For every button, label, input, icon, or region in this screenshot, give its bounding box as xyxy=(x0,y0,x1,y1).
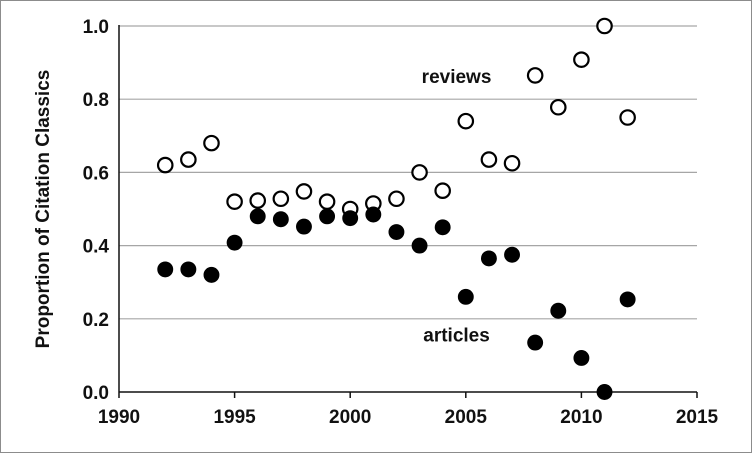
data-points xyxy=(156,17,636,400)
review-point-2006 xyxy=(480,151,498,168)
review-point-1994 xyxy=(203,134,220,152)
article-point-2012 xyxy=(619,291,636,308)
review-point-2004 xyxy=(434,182,451,199)
x-tick-label: 1990 xyxy=(98,407,140,428)
article-point-2006 xyxy=(480,250,497,267)
review-point-2011 xyxy=(596,17,613,35)
axes xyxy=(118,25,698,398)
review-point-1993 xyxy=(180,151,197,168)
annotation-articles: articles xyxy=(423,326,490,347)
review-point-1998 xyxy=(295,183,313,200)
article-point-1996 xyxy=(249,208,266,225)
article-point-2009 xyxy=(550,302,567,319)
x-tick-label: 2005 xyxy=(445,407,488,428)
review-point-2012 xyxy=(619,109,636,126)
y-tick-label: 0.6 xyxy=(83,163,109,184)
review-point-2003 xyxy=(411,164,428,181)
x-tick-label: 2015 xyxy=(676,407,719,428)
review-point-1992 xyxy=(156,156,174,174)
review-point-1999 xyxy=(318,193,336,210)
article-point-1999 xyxy=(319,208,336,225)
tick-labels: 0.0 0.2 0.4 0.6 0.8 1.0 1990 1995 2000 2005 2010 20… xyxy=(83,17,719,428)
article-point-1993 xyxy=(180,261,197,278)
x-tick-label: 2010 xyxy=(560,407,602,428)
article-point-2003 xyxy=(411,237,428,254)
article-point-2007 xyxy=(504,246,520,263)
y-tick-label: 0.0 xyxy=(83,383,109,404)
article-point-2000 xyxy=(342,210,359,227)
article-point-2011 xyxy=(596,384,613,400)
article-point-1994 xyxy=(203,266,220,283)
article-point-1998 xyxy=(296,218,312,235)
review-point-2002 xyxy=(388,190,405,208)
annotation-reviews: reviews xyxy=(422,67,492,88)
review-point-2010 xyxy=(573,51,590,68)
y-axis-title: Proportion of Citation Classics xyxy=(33,70,54,349)
article-point-2010 xyxy=(573,350,590,366)
y-tick-label: 0.4 xyxy=(83,237,110,258)
article-point-2001 xyxy=(365,206,382,223)
article-point-2002 xyxy=(388,224,405,241)
y-tick-label: 0.8 xyxy=(83,90,109,111)
review-point-2008 xyxy=(526,67,544,84)
article-point-1995 xyxy=(226,234,243,251)
article-point-2004 xyxy=(434,219,451,236)
y-tick-label: 1.0 xyxy=(83,17,109,38)
article-point-1997 xyxy=(272,211,289,228)
review-point-2007 xyxy=(503,154,521,172)
review-point-2009 xyxy=(549,98,567,116)
review-point-2005 xyxy=(457,112,475,130)
y-tick-label: 0.2 xyxy=(83,310,109,331)
x-tick-label: 1995 xyxy=(213,407,256,428)
review-point-1995 xyxy=(226,193,243,210)
x-tick-label: 2000 xyxy=(329,407,371,428)
review-point-1997 xyxy=(272,190,290,208)
article-point-2008 xyxy=(527,334,544,351)
review-point-1996 xyxy=(249,192,267,209)
article-point-1992 xyxy=(157,261,174,278)
article-point-2005 xyxy=(457,288,474,305)
